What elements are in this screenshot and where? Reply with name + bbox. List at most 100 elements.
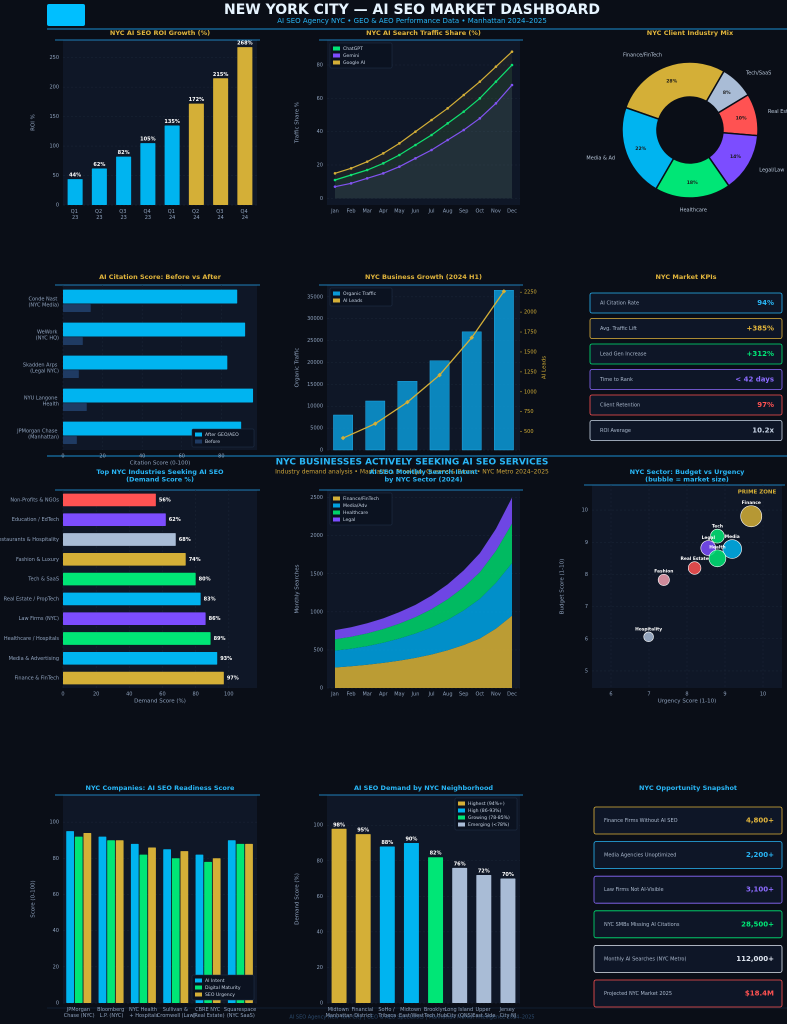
y-tick-label: 40 xyxy=(53,928,59,934)
slice-category-label: Finance/FinTech xyxy=(623,53,662,59)
bar xyxy=(63,403,87,412)
y-tick-label: 25000 xyxy=(307,338,323,344)
legend-swatch xyxy=(333,298,340,303)
x-tick-label: CBRE NYC (Real Estate) xyxy=(192,1007,224,1019)
donut-slice xyxy=(624,61,726,121)
legend-swatch xyxy=(195,439,202,444)
chart-title: AI Citation Score: Before vs After xyxy=(99,273,222,281)
donut-slice xyxy=(621,106,675,190)
bar xyxy=(476,875,492,1003)
point xyxy=(365,168,369,172)
x-tick-label: Feb xyxy=(347,692,356,698)
panel-title: NYC Opportunity Snapshot xyxy=(639,784,737,792)
y-tick-label: 50 xyxy=(53,173,59,179)
y-tick-label: 200 xyxy=(49,85,59,91)
value-label: 74% xyxy=(189,557,201,563)
x-tick-label: Dec xyxy=(507,692,517,698)
slice-value-label: 14% xyxy=(730,154,741,160)
legend-swatch xyxy=(195,432,202,437)
value-label: 97% xyxy=(227,676,239,682)
y-tick-label: Skadden Arps (Legal NYC) xyxy=(23,362,59,374)
slice-category-label: Media & Ad xyxy=(586,155,615,161)
bar xyxy=(63,513,166,527)
bar xyxy=(63,304,91,313)
bar xyxy=(461,331,482,451)
card-value: 94% xyxy=(757,299,774,307)
slice-category-label: Healthcare xyxy=(680,207,707,213)
card-label: Lead Gen Increase xyxy=(600,352,646,358)
legend-swatch xyxy=(195,985,202,990)
bar xyxy=(107,840,115,1003)
chart-title: AI SEO Demand by NYC Neighborhood xyxy=(354,784,493,792)
bar xyxy=(245,843,253,1003)
value-label: 93% xyxy=(220,656,232,662)
value-label: 80% xyxy=(199,577,211,583)
point xyxy=(501,289,507,294)
legend-box xyxy=(454,797,518,831)
legend-label: High (86-93%) xyxy=(468,808,502,814)
x-tick-label: Feb xyxy=(347,209,356,215)
legend-swatch xyxy=(333,60,340,65)
bar xyxy=(63,632,211,645)
x-tick-label: SoHo / Tribeca xyxy=(377,1007,396,1019)
legend-label: ChatGPT xyxy=(343,46,363,52)
point xyxy=(446,107,449,110)
bar xyxy=(403,843,419,1003)
slice-value-label: 10% xyxy=(736,116,747,122)
bar xyxy=(139,854,148,1003)
value-label: 70% xyxy=(502,872,514,878)
y2-tick-label: 1000 xyxy=(524,389,537,395)
card-label: AI Citation Rate xyxy=(600,301,639,307)
y-tick-label: 0 xyxy=(56,1001,59,1007)
x-tick-label: May xyxy=(394,692,404,698)
x-tick-label: Jersey City NJ xyxy=(499,1007,517,1019)
legend-label: AI Intent xyxy=(205,978,225,984)
y-tick-label: 80 xyxy=(53,856,59,862)
y-axis-label: Score (0-100) xyxy=(31,880,37,917)
bar xyxy=(204,861,212,1003)
slice-category-label: Real Estate xyxy=(768,109,787,115)
point xyxy=(462,128,466,132)
bar xyxy=(494,290,514,451)
x-tick-label: 60 xyxy=(179,454,185,460)
value-label: 62% xyxy=(169,517,181,523)
y-tick-label: 35000 xyxy=(307,294,323,300)
x-tick-label: 60 xyxy=(159,692,165,698)
bar xyxy=(355,834,371,1003)
y2-tick-label: 750 xyxy=(524,409,534,415)
x-tick-label: Q4 23 xyxy=(144,209,153,221)
x-tick-label: Nov xyxy=(491,209,501,215)
card xyxy=(589,292,783,314)
legend-label: Emerging (<78%) xyxy=(468,822,509,828)
y-tick-label: Education / EdTech xyxy=(12,517,59,523)
x-tick-label: 80 xyxy=(192,692,198,698)
x-tick-label: Upper East Side xyxy=(472,1007,495,1019)
x-tick-label: 6 xyxy=(609,692,612,698)
card xyxy=(589,420,783,441)
value-label: 44% xyxy=(69,173,81,179)
y-tick-label: 100 xyxy=(49,820,59,826)
chart-title: NYC Business Growth (2024 H1) xyxy=(365,273,482,281)
y-tick-label: WeWork (NYC HQ) xyxy=(36,329,59,341)
y-tick-label: 15000 xyxy=(307,382,323,388)
bar xyxy=(171,858,180,1003)
annotation: PRIME ZONE xyxy=(738,490,777,496)
point xyxy=(365,177,369,180)
slice-value-label: 18% xyxy=(687,180,698,186)
card-label: NYC SMBs Missing AI Citations xyxy=(604,922,680,928)
bar xyxy=(163,849,171,1003)
point xyxy=(398,153,401,157)
x-tick-label: Mar xyxy=(362,209,372,215)
bar xyxy=(236,843,245,1003)
point xyxy=(478,97,482,100)
y-tick-label: Restaurants & Hospitality xyxy=(0,537,59,543)
point xyxy=(365,160,369,163)
legend-label: AI Leads xyxy=(343,298,363,304)
point xyxy=(462,110,466,113)
stacked-area xyxy=(335,563,512,668)
chart-subtitle: (bubble = market size) xyxy=(645,476,729,484)
x-tick-label: Brooklyn Tech Hub xyxy=(423,1007,447,1019)
legend-swatch xyxy=(195,992,202,997)
legend-box xyxy=(191,974,255,1001)
